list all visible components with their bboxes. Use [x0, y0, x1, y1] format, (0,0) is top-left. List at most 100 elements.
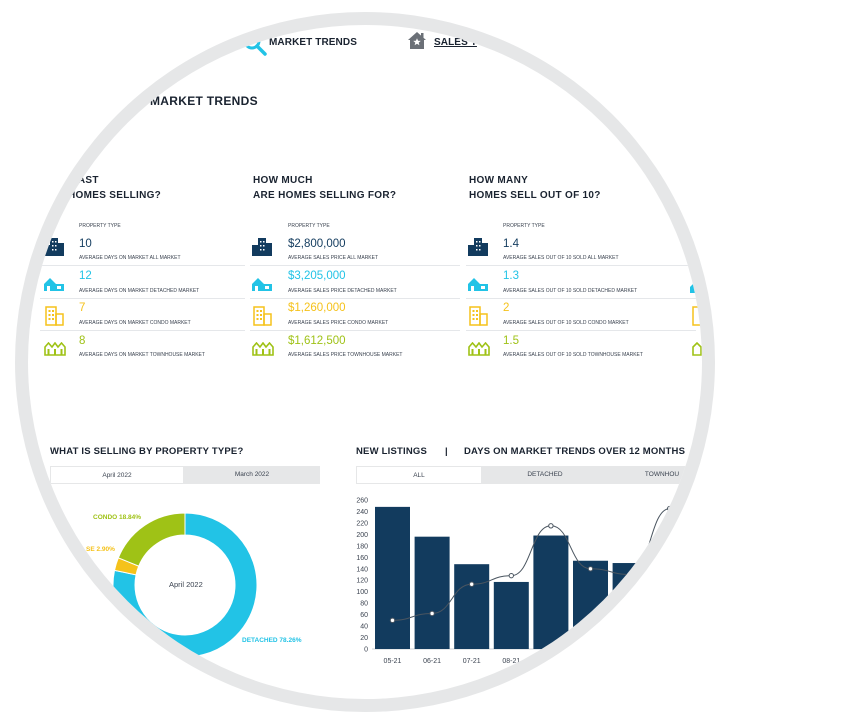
bar: [612, 563, 648, 649]
donut-slice-detached: [112, 512, 258, 658]
row-description: AVERAGE SALES OUT OF 10 SOLD TOWNHOUSE M…: [503, 352, 643, 358]
y-tick-label: 60: [360, 612, 368, 619]
y-tick-label: 220: [356, 520, 368, 527]
y-tick-label: 0: [364, 647, 368, 654]
row-description: AVERAGE DAYS ON MARKET ALL MARKET: [79, 255, 181, 261]
bar: [652, 558, 688, 649]
divider: [40, 330, 245, 331]
bar: [493, 581, 529, 649]
row-value: 1.4: [503, 238, 519, 250]
row-value: 1.3: [503, 270, 519, 282]
question-line-2: HOMES SELLING?: [68, 190, 162, 201]
detached-house-icon: [251, 276, 273, 297]
y-tick-label: 80: [360, 601, 368, 608]
y-tick-label: 260: [356, 498, 368, 505]
property-type-header: PROPERTY TYPE: [79, 223, 121, 229]
y-tick-label: 160: [356, 555, 368, 562]
y-tick-label: 100: [356, 589, 368, 596]
row-description: AVERAGE SALES PRICE TOWNHOUSE MARKET: [288, 352, 403, 358]
condo-icon: [468, 305, 490, 332]
row-value: $2,800,000: [288, 238, 346, 250]
tab-townhouse[interactable]: TOWNHOU: [644, 471, 680, 478]
townhouse-icon: [44, 341, 66, 361]
dashboard: MARKET TRENDS SALES T MARKET TRENDS FAST…: [28, 25, 702, 699]
question-line-2: HOMES SELL OUT OF 10?: [469, 190, 601, 201]
row-value: 7: [79, 302, 86, 314]
row-description: AVERAGE SALES PRICE ALL MARKET: [288, 255, 379, 261]
divider: [40, 265, 245, 266]
days-on-market-title: DAYS ON MARKET TRENDS OVER 12 MONTHS: [464, 446, 686, 457]
donut-section-title: WHAT IS SELLING BY PROPERTY TYPE?: [50, 446, 244, 457]
row-description: AVERAGE DAYS ON MARKET CONDO MARKET: [79, 320, 191, 326]
question-line-1: HOW MANY: [469, 175, 529, 186]
x-tick-label: 05-21: [384, 658, 402, 665]
townhouse-icon: [692, 341, 702, 361]
title-divider: |: [445, 446, 448, 457]
condo-icon: [692, 306, 702, 331]
property-type-header: PROPERTY TYPE: [503, 223, 545, 229]
building-icon: [251, 236, 273, 263]
divider: [466, 298, 696, 299]
trend-point: [627, 571, 633, 578]
nav-market-trends[interactable]: MARKET TRENDS: [269, 37, 357, 48]
condo-icon: [252, 305, 274, 332]
house-star-icon[interactable]: [406, 30, 428, 55]
bar-tabs: ALL DETACHED TOWNHOU: [356, 466, 702, 484]
row-value: $1,612,500: [288, 335, 346, 347]
row-value: 10: [79, 238, 92, 250]
row-description: AVERAGE DAYS ON MARKET TOWNHOUSE MARKET: [79, 352, 205, 358]
x-tick-label: 08-21: [502, 658, 520, 665]
bar: [414, 536, 450, 649]
question-line-2: ARE HOMES SELLING FOR?: [253, 190, 397, 201]
tab-april-2022[interactable]: April 2022: [50, 466, 184, 484]
row-description: AVERAGE SALES OUT OF 10 SOLD ALL MARKET: [503, 255, 619, 261]
x-tick-label: 07-21: [463, 658, 481, 665]
townhouse-slice-label: SE 2.90%: [86, 546, 115, 553]
row-description: AVERAGE DAYS ON MARKET DETACHED MARKET: [79, 288, 200, 294]
tab-detached[interactable]: DETACHED: [527, 471, 563, 478]
row-value: $1,260,000: [288, 302, 346, 314]
row-value: 12: [79, 270, 92, 282]
detached-house-icon: [43, 276, 65, 297]
condo-slice-label: CONDO 18.84%: [93, 514, 142, 521]
building-icon: [43, 236, 65, 263]
trend-point: [587, 566, 594, 572]
trend-point: [429, 610, 435, 617]
tab-all[interactable]: ALL: [356, 466, 482, 484]
nav-sales-trends[interactable]: SALES T: [434, 37, 477, 48]
y-tick-label: 40: [360, 624, 368, 631]
x-tick-label: 06-21: [423, 658, 441, 665]
y-tick-label: 140: [356, 566, 368, 573]
donut-slice-condo: [117, 512, 186, 567]
y-tick-label: 20: [360, 635, 368, 642]
trend-point: [469, 581, 475, 587]
divider: [250, 265, 460, 266]
trend-point: [508, 572, 515, 579]
bar: [454, 564, 490, 649]
magnifier-lens: MARKET TRENDS SALES T MARKET TRENDS FAST…: [28, 25, 702, 699]
row-value: 8: [79, 335, 86, 347]
townhouse-icon: [252, 341, 274, 361]
y-tick-label: 200: [356, 532, 368, 539]
detached-slice-label: DETACHED 78.26%: [242, 637, 302, 644]
divider: [466, 330, 696, 331]
y-tick-label: 180: [356, 543, 368, 550]
building-icon: [467, 236, 489, 263]
detached-house-icon: [467, 276, 489, 297]
donut-tabs: April 2022 March 2022: [50, 466, 320, 484]
bar: [533, 535, 569, 649]
row-value: 1.5: [503, 335, 519, 347]
y-tick-label: 120: [356, 578, 368, 585]
property-type-header: PROPERTY TYPE: [288, 223, 330, 229]
divider: [40, 298, 245, 299]
detached-house-icon: [690, 280, 702, 298]
question-line-1: HOW MUCH: [253, 175, 313, 186]
tab-march-2022[interactable]: March 2022: [234, 471, 270, 478]
donut-center-label: April 2022: [169, 580, 203, 589]
bar: [375, 506, 410, 649]
row-value: 2: [503, 302, 510, 314]
search-icon[interactable]: [240, 30, 268, 63]
townhouse-icon: [468, 341, 490, 361]
trend-point: [548, 523, 554, 529]
bar: [573, 560, 608, 649]
